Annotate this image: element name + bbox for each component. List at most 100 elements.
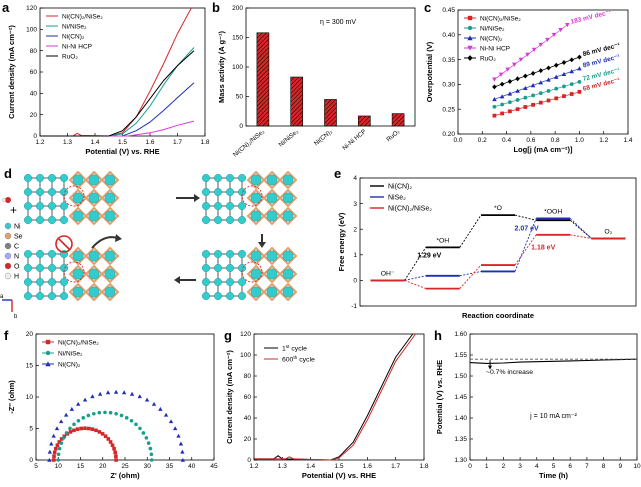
data-point-triangle <box>173 426 178 431</box>
y-tick-label: -1 <box>351 303 357 310</box>
active-site-ring <box>63 185 85 207</box>
ni-atom-large <box>104 268 116 280</box>
data-point-triangle <box>47 457 52 462</box>
x-tick-label: 1.5 <box>118 139 127 146</box>
ni-atom <box>225 263 234 272</box>
y-tick-label: 0 <box>247 457 251 464</box>
data-point-triangle <box>90 394 95 399</box>
x-tick-label: 0.2 <box>478 137 487 144</box>
se-cage <box>246 170 266 190</box>
bar <box>358 115 371 127</box>
legend-label: Ni(CN)₂/NiSe₂ <box>480 16 521 23</box>
data-point-circle <box>141 431 146 435</box>
se-cage <box>246 246 266 266</box>
ni-atom-large <box>72 192 84 204</box>
y-tick-label: 5 <box>29 426 33 433</box>
ni-atom <box>201 173 210 182</box>
legend-label: Ni(CN)₂/NiSe₂ <box>62 14 103 21</box>
ni-atom <box>60 202 69 211</box>
ni-atom-large <box>104 174 116 186</box>
ni-atom <box>24 202 33 211</box>
data-point-triangle <box>180 449 185 454</box>
arrowhead-right <box>194 194 200 202</box>
y-tick-label: 0.40 <box>442 32 455 39</box>
panel-label-b: b <box>212 0 220 15</box>
data-point-triangle <box>69 406 74 411</box>
lattice-bottom-left <box>24 246 120 302</box>
y-axis-label: Potential (V) vs. RHE <box>435 360 444 434</box>
series-line <box>254 333 414 461</box>
ni-atom-large <box>72 174 84 186</box>
data-point-square <box>106 437 111 441</box>
panel-a: a 1.2 1.3 1.4 1.5 1.6 1.7 1.8 0 20 40 60 80 100 120 Po… <box>0 0 210 162</box>
ni-atom-large <box>282 192 294 204</box>
x-tick-label: 10 <box>633 463 641 470</box>
ni-atom <box>24 188 33 197</box>
data-point-square <box>577 89 582 94</box>
data-point-triangle <box>129 391 135 396</box>
active-site-ring <box>241 185 263 207</box>
axis-a-label: a <box>0 294 4 300</box>
ni-atom-large <box>250 250 262 262</box>
ni-atom-large <box>104 192 116 204</box>
se-cage <box>100 206 120 226</box>
x-tick-label: 25 <box>121 463 129 470</box>
data-point-square <box>75 427 80 431</box>
annotation-arrowhead <box>488 365 493 370</box>
data-point-circle <box>45 350 51 356</box>
ni-atom <box>201 202 210 211</box>
species-label: *OOH <box>544 208 562 215</box>
fit-line <box>494 81 580 108</box>
species-label: OH⁻ <box>381 270 395 277</box>
data-point-triangle <box>144 397 150 402</box>
legend-atom-c <box>4 242 12 250</box>
y-tick-label: 10 <box>26 394 34 401</box>
energy-connector <box>404 247 427 281</box>
ni-atom-large <box>266 268 278 280</box>
x-tick-label: 4 <box>535 463 539 470</box>
data-point-circle <box>124 416 129 420</box>
prohibited-icon <box>55 235 73 253</box>
bar <box>290 76 303 127</box>
ni-atom <box>201 188 210 197</box>
se-cage <box>68 264 88 284</box>
panel-e: e -1 0 1 2 3 4 Reaction coordinate Free energy … <box>330 162 641 322</box>
y-tick-label: 20 <box>244 436 252 443</box>
ni-atom <box>36 188 45 197</box>
bar <box>324 99 337 127</box>
y-tick-label: 0 <box>239 123 243 130</box>
ni-atom <box>60 188 69 197</box>
data-point-triangle <box>178 441 184 446</box>
x-tick-label: 3 <box>518 463 522 470</box>
se-cage <box>68 206 88 226</box>
chart-b: 0 50 100 150 200 Mass activity (A g⁻¹) Ni(CN)₂… <box>217 5 416 159</box>
x-tick-label: 8 <box>602 463 606 470</box>
x-tick-label: 5 <box>34 463 38 470</box>
ni-atom <box>24 249 33 258</box>
data-point-circle <box>577 80 582 84</box>
ni-atom <box>24 277 33 286</box>
x-tick-label: 1.8 <box>419 463 428 470</box>
data-point-square <box>72 428 76 433</box>
data-point-square <box>90 427 95 431</box>
energy-connector <box>459 264 482 289</box>
x-tick-label: 1.4 <box>306 463 315 470</box>
se-cage <box>84 170 104 190</box>
y-tick-label: 0.25 <box>442 106 455 113</box>
series-line <box>40 82 195 137</box>
ni-atom <box>36 277 45 286</box>
ni-atom <box>213 188 222 197</box>
x-tick-label: 1.7 <box>391 463 400 470</box>
data-point-circle <box>119 413 124 418</box>
x-axis-label: Potential (V) vs. RHE <box>302 471 376 480</box>
data-point-square <box>83 426 87 431</box>
y-tick-label: 40 <box>244 415 252 422</box>
se-cage <box>262 264 282 284</box>
ni-atom <box>48 277 57 286</box>
data-point-circle <box>59 441 64 445</box>
se-cage <box>100 264 120 284</box>
data-point-circle <box>146 441 151 445</box>
data-point-triangle <box>467 35 473 41</box>
lattice-top-left <box>24 170 120 226</box>
ni-atom <box>201 216 210 225</box>
